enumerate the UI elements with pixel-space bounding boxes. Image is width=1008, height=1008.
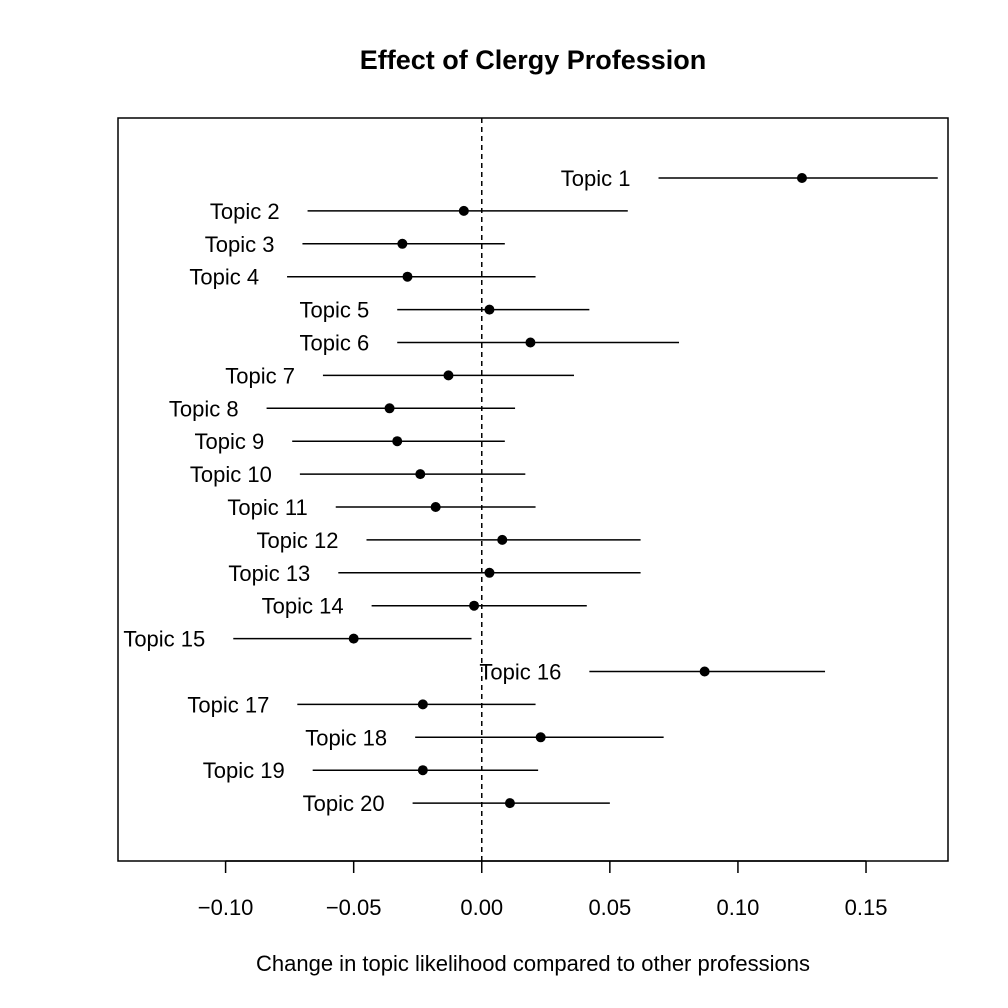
- x-tick-label: 0.05: [588, 895, 631, 920]
- x-tick-label: 0.10: [717, 895, 760, 920]
- point-estimate: [497, 534, 508, 545]
- topic-label: Topic 14: [262, 594, 344, 619]
- x-tick-label: 0.00: [460, 895, 503, 920]
- x-tick-label: −0.10: [198, 895, 254, 920]
- point-estimate: [384, 403, 395, 414]
- topic-label: Topic 13: [228, 561, 310, 586]
- point-estimate: [348, 633, 359, 644]
- point-estimate: [469, 600, 480, 611]
- topic-estimate: Topic 6: [300, 331, 680, 356]
- topic-estimate: Topic 7: [225, 363, 574, 388]
- point-estimate: [458, 205, 469, 216]
- topic-estimate: Topic 4: [189, 265, 536, 290]
- topic-estimate: Topic 5: [300, 298, 590, 323]
- topic-estimate: Topic 3: [205, 232, 505, 257]
- topic-label: Topic 1: [561, 166, 631, 191]
- topic-label: Topic 7: [225, 363, 295, 388]
- point-estimate: [417, 699, 428, 710]
- topic-label: Topic 2: [210, 199, 280, 224]
- topic-estimate: Topic 13: [228, 561, 641, 586]
- point-estimate: [417, 765, 428, 776]
- topic-estimate: Topic 9: [194, 429, 505, 454]
- topic-estimate: Topic 10: [190, 462, 526, 487]
- topic-estimate: Topic 18: [305, 725, 664, 750]
- topic-estimate: Topic 12: [257, 528, 641, 553]
- topic-estimate: Topic 19: [203, 758, 539, 783]
- point-estimate: [415, 469, 426, 480]
- point-estimate: [504, 798, 515, 809]
- topic-label: Topic 18: [305, 725, 387, 750]
- topic-label: Topic 17: [187, 692, 269, 717]
- estimates-layer: Topic 1 Topic 2 Topic 3 Topic 4 Topic 5 Topic…: [123, 166, 938, 816]
- x-tick-label: −0.05: [326, 895, 382, 920]
- point-estimate: [484, 567, 495, 578]
- topic-estimate: Topic 16: [479, 660, 826, 685]
- point-estimate: [484, 304, 495, 315]
- topic-estimate: Topic 11: [227, 495, 536, 520]
- topic-label: Topic 8: [169, 396, 239, 421]
- topic-estimate: Topic 1: [561, 166, 938, 191]
- point-estimate: [535, 732, 546, 743]
- topic-estimate: Topic 15: [123, 627, 472, 652]
- topic-estimate: Topic 8: [169, 396, 516, 421]
- topic-estimate: Topic 20: [303, 791, 610, 816]
- topic-label: Topic 11: [227, 495, 307, 520]
- topic-label: Topic 10: [190, 462, 272, 487]
- point-estimate: [430, 502, 441, 512]
- point-estimate: [392, 436, 403, 447]
- topic-estimate: Topic 17: [187, 692, 536, 717]
- topic-label: Topic 19: [203, 758, 285, 783]
- x-tick-label: 0.15: [845, 895, 888, 920]
- point-estimate: [443, 370, 454, 381]
- topic-label: Topic 15: [123, 627, 205, 652]
- x-axis-label: Change in topic likelihood compared to o…: [256, 951, 810, 976]
- topic-label: Topic 20: [303, 791, 385, 816]
- point-estimate: [397, 238, 408, 249]
- chart-title: Effect of Clergy Profession: [360, 45, 707, 75]
- topic-label: Topic 16: [479, 660, 561, 685]
- topic-label: Topic 9: [194, 429, 264, 454]
- plot-frame: [117, 117, 949, 862]
- topic-label: Topic 6: [300, 331, 370, 356]
- topic-label: Topic 5: [300, 298, 370, 323]
- x-axis: −0.10 −0.05 0.00 0.05 0.10 0.15: [198, 860, 888, 920]
- topic-estimate: Topic 2: [210, 199, 628, 224]
- point-estimate: [796, 173, 807, 183]
- point-estimate: [525, 337, 536, 348]
- topic-label: Topic 12: [257, 528, 339, 553]
- topic-label: Topic 4: [189, 265, 259, 290]
- point-estimate: [699, 666, 710, 677]
- topic-label: Topic 3: [205, 232, 275, 257]
- topic-estimate: Topic 14: [262, 594, 587, 619]
- point-estimate: [402, 271, 413, 282]
